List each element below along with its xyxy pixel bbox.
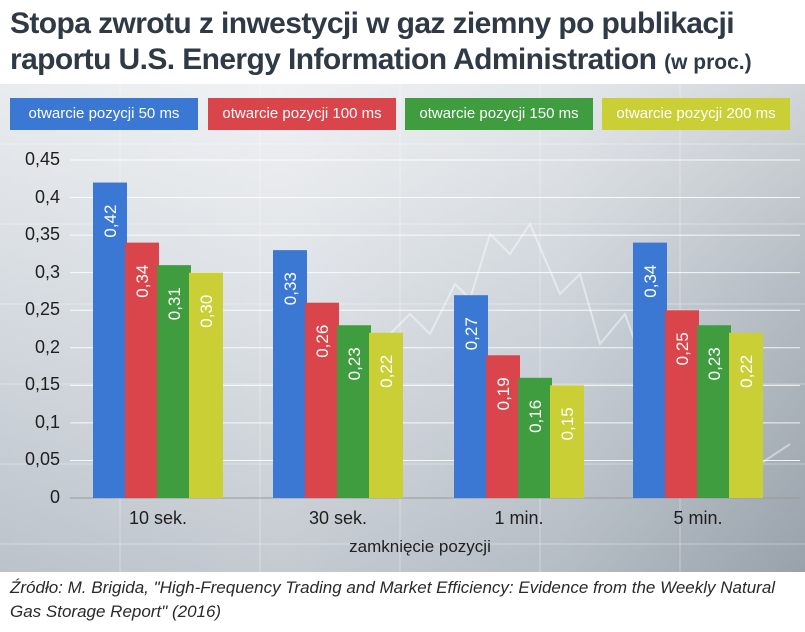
bar-value-label: 0,25 <box>673 332 692 365</box>
bar <box>369 332 403 498</box>
y-tick-label: 0,35 <box>24 224 60 245</box>
bar <box>454 295 488 498</box>
chart-title-unit: (w proc.) <box>664 51 752 74</box>
bar-value-label: 0,33 <box>281 272 300 305</box>
bar-value-label: 0,22 <box>737 355 756 388</box>
bar-value-label: 0,31 <box>165 287 184 320</box>
bar-value-label: 0,16 <box>526 400 545 433</box>
bar-value-label: 0,27 <box>462 317 481 350</box>
bar <box>729 332 763 498</box>
y-tick-label: 0,05 <box>24 449 60 470</box>
bar-value-label: 0,23 <box>345 347 364 380</box>
y-tick-label: 0,1 <box>34 411 60 432</box>
y-tick-label: 0,25 <box>24 299 60 320</box>
bar <box>125 242 159 498</box>
x-axis-label: zamknięcie pozycji <box>349 537 491 556</box>
bar-value-label: 0,42 <box>101 205 120 238</box>
bar-value-label: 0,34 <box>133 265 152 298</box>
bar-value-label: 0,19 <box>494 377 513 410</box>
legend-item: otwarcie pozycji 150 ms <box>405 98 593 130</box>
bar <box>93 182 127 498</box>
bar <box>189 272 223 498</box>
bar <box>518 377 552 498</box>
bar-value-label: 0,34 <box>641 265 660 298</box>
legend-item: otwarcie pozycji 100 ms <box>208 98 396 130</box>
y-tick-label: 0,4 <box>34 186 60 207</box>
title-area: Stopa zwrotu z inwestycji w gaz ziemny p… <box>0 0 805 84</box>
bar <box>550 385 584 498</box>
bar <box>157 265 191 498</box>
bar-value-label: 0,15 <box>558 407 577 440</box>
bar-value-label: 0,30 <box>197 295 216 328</box>
chart-title-main: Stopa zwrotu z inwestycji w gaz ziemny p… <box>10 7 735 76</box>
source-note: Źródło: M. Brigida, "High-Frequency Trad… <box>10 578 776 621</box>
bar <box>665 310 699 498</box>
bar <box>486 355 520 498</box>
x-tick-label: 5 min. <box>673 508 723 528</box>
y-tick-label: 0,3 <box>34 261 60 282</box>
legend-item: otwarcie pozycji 50 ms <box>10 98 198 130</box>
bar-value-label: 0,22 <box>377 355 396 388</box>
y-tick-label: 0,15 <box>24 374 60 395</box>
y-tick-label: 0,45 <box>24 149 60 169</box>
chart-area: otwarcie pozycji 50 ms otwarcie pozycji 1… <box>0 84 805 572</box>
footer: Źródło: M. Brigida, "High-Frequency Trad… <box>0 572 805 632</box>
x-tick-label: 10 sek. <box>128 508 188 528</box>
bar <box>697 325 731 498</box>
plot-area: 0,42 0,34 0,31 0,30 0,33 0,26 0,23 0,22 0,27 0,19… <box>70 159 800 499</box>
bar <box>633 242 667 498</box>
legend-item: otwarcie pozycji 200 ms <box>602 98 790 130</box>
y-tick-label: 0,2 <box>34 336 60 357</box>
chart-title: Stopa zwrotu z inwestycji w gaz ziemny p… <box>10 6 795 81</box>
bar <box>273 250 307 498</box>
bar <box>337 325 371 498</box>
bar <box>305 302 339 498</box>
x-tick-label: 1 min. <box>494 508 544 528</box>
bar-value-label: 0,23 <box>705 347 724 380</box>
y-tick-label: 0 <box>49 487 60 507</box>
x-tick-label: 30 sek. <box>308 508 368 528</box>
bar-value-label: 0,26 <box>313 325 332 358</box>
